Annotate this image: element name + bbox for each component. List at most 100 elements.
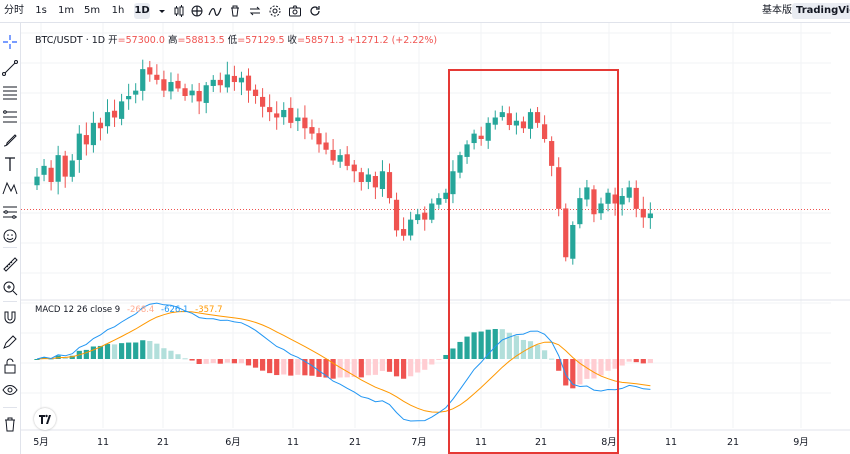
reset-icon[interactable] <box>308 4 322 18</box>
macd-hist-bar <box>534 344 541 359</box>
sidebar-pattern-icon[interactable] <box>1 179 19 197</box>
macd-label[interactable]: MACD 12 26 close 9 <box>35 305 121 315</box>
candle <box>330 139 336 165</box>
interval-5m[interactable]: 5m <box>84 5 101 16</box>
candle <box>267 94 273 122</box>
candle <box>633 180 639 218</box>
time-axis-label: 6月 <box>225 437 241 448</box>
candle <box>104 99 111 134</box>
camera-icon[interactable] <box>288 4 302 18</box>
candle <box>422 206 428 231</box>
chevron-down-icon[interactable] <box>155 4 169 18</box>
tradingview-button[interactable]: TradingView <box>792 3 850 19</box>
time-axis-label: 21 <box>157 437 169 448</box>
grid <box>21 23 831 428</box>
macd-hist-bar <box>295 359 301 375</box>
sidebar-fib-icon[interactable] <box>1 83 19 101</box>
sidebar-pitchfork-icon[interactable] <box>1 107 19 125</box>
candlestick-icon[interactable] <box>172 4 186 18</box>
sidebar-trend-line-icon[interactable] <box>1 59 19 77</box>
interval-1D[interactable]: 1D <box>134 3 150 19</box>
swap-icon[interactable] <box>248 4 262 18</box>
interval-分时[interactable]: 分时 <box>4 5 24 16</box>
macd-hist-bar <box>245 359 252 366</box>
macd-hist-bar <box>563 359 569 386</box>
macd-hist-bar <box>316 359 322 377</box>
candle <box>520 116 527 133</box>
sidebar-lock-icon[interactable] <box>1 357 19 375</box>
macd-hist-bar <box>584 359 590 379</box>
macd-hist-bar <box>556 359 562 371</box>
sidebar-zoom-icon[interactable] <box>1 279 19 297</box>
candle <box>210 75 216 92</box>
compare-icon[interactable] <box>190 4 204 18</box>
interval-1s[interactable]: 1s <box>35 5 47 16</box>
candle <box>168 72 174 100</box>
candle <box>471 129 477 150</box>
time-axis-label: 7月 <box>411 437 427 448</box>
macd-legend: MACD 12 26 close 9 -268.4 -626.1 -357.7 <box>35 305 223 315</box>
macd-hist-bar <box>154 343 160 359</box>
candle <box>577 187 583 229</box>
sidebar-emoji-icon[interactable] <box>1 227 19 245</box>
sidebar-trash-icon[interactable] <box>1 415 19 433</box>
macd-hist-bar <box>104 343 111 359</box>
macd-hist-bar <box>598 359 604 376</box>
candle <box>499 105 505 121</box>
candle <box>140 59 146 101</box>
drawing-toolbar <box>0 23 21 454</box>
macd-hist-bar <box>464 336 470 359</box>
macd-hist-bar <box>260 359 266 371</box>
macd-hist-bar <box>111 344 118 359</box>
candle <box>302 105 308 140</box>
candle <box>41 159 47 182</box>
candle <box>288 97 294 129</box>
macd-hist-bar <box>591 359 597 379</box>
macd-hist-bar <box>436 359 442 360</box>
chart-area[interactable]: 5月 11 21 6月 11 21 7月 11 21 8月 11 21 9月 <box>21 23 850 454</box>
candle <box>591 185 597 223</box>
macd-hist-bar <box>161 348 167 359</box>
macd-hist-bar <box>443 354 449 359</box>
candle <box>372 171 378 200</box>
macd-hist-bar <box>506 332 512 359</box>
macd-hist-bar <box>429 359 435 365</box>
macd-hist-bar <box>140 340 146 359</box>
settings-icon[interactable] <box>268 4 282 18</box>
top-toolbar: 分时 1s 1m 5m 1h 1D 基本版 TradingView <box>0 0 850 23</box>
candle <box>316 127 322 153</box>
macd-hist-bar <box>175 354 181 359</box>
sidebar-brush-icon[interactable] <box>1 131 19 149</box>
macd-hist-bar <box>344 359 350 378</box>
basic-view-button[interactable]: 基本版 <box>762 5 792 16</box>
candle <box>647 202 653 229</box>
interval-1h[interactable]: 1h <box>111 5 125 16</box>
interval-1m[interactable]: 1m <box>58 5 75 16</box>
sidebar-magnet-icon[interactable] <box>1 309 19 327</box>
sidebar-pencil-lock-icon[interactable] <box>1 333 19 351</box>
sidebar-text-icon[interactable] <box>1 155 19 173</box>
sidebar-eye-icon[interactable] <box>1 381 19 399</box>
macd-hist-bar <box>570 359 576 389</box>
macd-hist-bar <box>48 358 54 360</box>
tradingview-logo-icon[interactable] <box>34 408 56 430</box>
sidebar-crosshair-icon[interactable] <box>1 33 19 51</box>
macd-signal-line <box>36 310 651 413</box>
symbol-label[interactable]: BTC/USDT · 1D <box>35 35 106 46</box>
macd-hist-bar <box>401 359 407 379</box>
sidebar-ruler-icon[interactable] <box>1 255 19 273</box>
candle <box>309 119 315 140</box>
macd-hist-bar <box>69 355 75 359</box>
candle <box>69 154 75 182</box>
indicator-icon[interactable] <box>208 4 222 18</box>
candle <box>295 108 301 132</box>
candle <box>492 110 498 130</box>
macd-hist-bar <box>358 359 364 378</box>
time-axis-label: 5月 <box>33 437 49 448</box>
sidebar-prediction-icon[interactable] <box>1 203 19 221</box>
macd-hist-bar <box>189 359 195 361</box>
trash-icon[interactable] <box>228 4 242 18</box>
candle <box>401 217 407 241</box>
candle <box>450 160 456 204</box>
candle <box>478 126 484 146</box>
